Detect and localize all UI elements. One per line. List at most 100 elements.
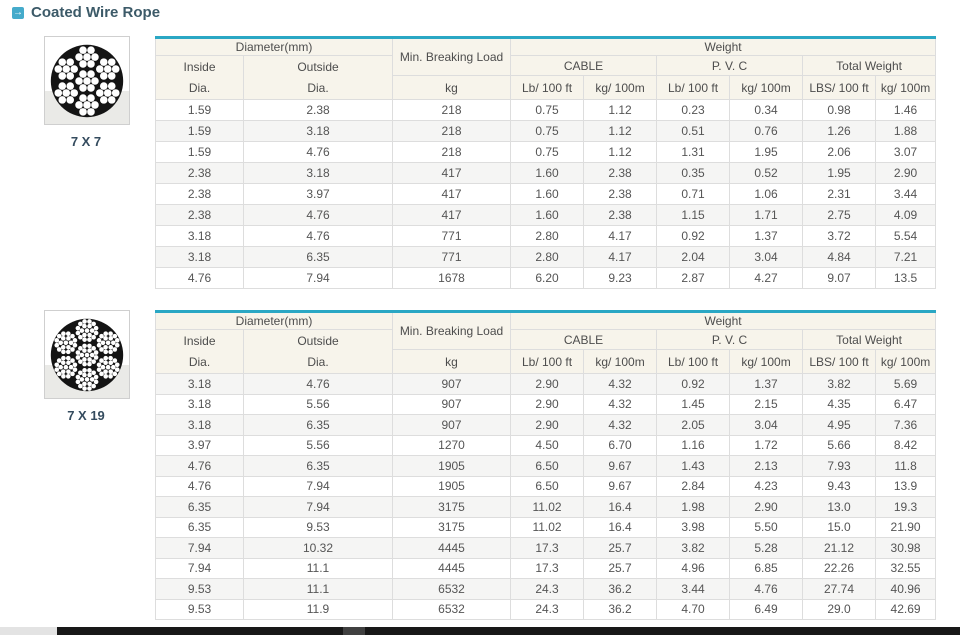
header-outside-dia: Outside Dia. xyxy=(242,55,394,100)
table-cell: 40.96 xyxy=(875,578,937,600)
table-cell: 2.05 xyxy=(656,414,731,436)
table-cell: 9.53 xyxy=(155,578,244,600)
table-cell: 36.2 xyxy=(583,578,658,600)
table-cell: 4.76 xyxy=(155,475,244,497)
table-cell: 218 xyxy=(392,141,512,163)
table-cell: 9.67 xyxy=(583,475,658,497)
table-row: 4.76 7.94 1678 6.20 9.23 2.87 4.27 9.07 13.5 xyxy=(155,267,937,289)
table-cell: 11.1 xyxy=(242,557,394,579)
table-cell: 4.17 xyxy=(583,225,658,247)
header-kg-100m: kg/ 100m xyxy=(583,349,658,374)
table-cell: 1.60 xyxy=(510,204,585,226)
table-cell: 2.04 xyxy=(656,246,731,268)
table-cell: 0.71 xyxy=(656,183,731,205)
table-cell: 1.12 xyxy=(583,120,658,142)
table-cell: 4.09 xyxy=(875,204,937,226)
table-cell: 4.27 xyxy=(729,267,804,289)
table-cell: 9.23 xyxy=(583,267,658,289)
table-cell: 0.35 xyxy=(656,162,731,184)
header-kg-100m: kg/ 100m xyxy=(875,75,937,100)
header-cable: CABLE xyxy=(510,55,658,76)
page-title-text: Coated Wire Rope xyxy=(31,4,161,21)
table-cell: 5.50 xyxy=(729,516,804,538)
table-cell: 417 xyxy=(392,183,512,205)
table-cell: 1.95 xyxy=(802,162,877,184)
header-kg-100m: kg/ 100m xyxy=(583,75,658,100)
table-cell: 1270 xyxy=(392,434,512,456)
7x7-cross-section-drawing xyxy=(50,44,124,117)
table-cell: 5.69 xyxy=(875,373,937,395)
table-row: 1.59 2.38 218 0.75 1.12 0.23 0.34 0.98 1.46 xyxy=(155,99,937,121)
table-cell: 11.8 xyxy=(875,455,937,477)
table-cell: 2.06 xyxy=(802,141,877,163)
footer-segment-gray xyxy=(0,627,57,635)
table-cell: 22.26 xyxy=(802,557,877,579)
table-cell: 21.90 xyxy=(875,516,937,538)
table-cell: 4.32 xyxy=(583,414,658,436)
header-total-weight: Total Weight xyxy=(802,329,937,350)
header-total-weight: Total Weight xyxy=(802,55,937,76)
table-cell: 1.95 xyxy=(729,141,804,163)
table-cell: 11.02 xyxy=(510,516,585,538)
table-cell: 3.18 xyxy=(155,414,244,436)
table-cell: 9.53 xyxy=(155,598,244,620)
table-cell: 25.7 xyxy=(583,557,658,579)
table-cell: 771 xyxy=(392,225,512,247)
table-cell: 4445 xyxy=(392,537,512,559)
table-cell: 2.87 xyxy=(656,267,731,289)
table-row: 3.18 5.56 907 2.90 4.32 1.45 2.15 4.35 6.47 xyxy=(155,393,937,415)
table-cell: 4.35 xyxy=(802,393,877,415)
table-cell: 4.76 xyxy=(729,578,804,600)
header-lbs-100ft: LBS/ 100 ft xyxy=(802,349,877,374)
table-row: 2.38 3.18 417 1.60 2.38 0.35 0.52 1.95 2.90 xyxy=(155,162,937,184)
table-cell: 13.9 xyxy=(875,475,937,497)
table-cell: 1.46 xyxy=(875,99,937,121)
table-cell: 11.9 xyxy=(242,598,394,620)
table-row: 7.94 11.1 4445 17.3 25.7 4.96 6.85 22.26 32.55 xyxy=(155,557,937,579)
table-cell: 1.31 xyxy=(656,141,731,163)
table-cell: 4.96 xyxy=(656,557,731,579)
table-cell: 2.90 xyxy=(729,496,804,518)
table-cell: 1.45 xyxy=(656,393,731,415)
table-row: 9.53 11.1 6532 24.3 36.2 3.44 4.76 27.74 40.96 xyxy=(155,578,937,600)
table-cell: 32.55 xyxy=(875,557,937,579)
table-row: 3.18 4.76 771 2.80 4.17 0.92 1.37 3.72 5.54 xyxy=(155,225,937,247)
table-cell: 6532 xyxy=(392,598,512,620)
table-cell: 4.50 xyxy=(510,434,585,456)
table-cell: 907 xyxy=(392,393,512,415)
table-cell: 16.4 xyxy=(583,496,658,518)
table-cell: 13.0 xyxy=(802,496,877,518)
table-cell: 1.12 xyxy=(583,141,658,163)
table-row: 9.53 11.9 6532 24.3 36.2 4.70 6.49 29.0 42.69 xyxy=(155,598,937,620)
table-cell: 7.21 xyxy=(875,246,937,268)
table-cell: 0.75 xyxy=(510,99,585,121)
table-cell: 2.38 xyxy=(155,162,244,184)
table-cell: 0.52 xyxy=(729,162,804,184)
table-cell: 9.07 xyxy=(802,267,877,289)
table-cell: 1.37 xyxy=(729,225,804,247)
table-cell: 1.43 xyxy=(656,455,731,477)
header-cable: CABLE xyxy=(510,329,658,350)
header-lb-100ft: Lb/ 100 ft xyxy=(656,349,731,374)
table-row: 7.94 10.32 4445 17.3 25.7 3.82 5.28 21.12 30.98 xyxy=(155,537,937,559)
table-cell: 2.38 xyxy=(583,183,658,205)
table-body-7x7: 1.59 2.38 218 0.75 1.12 0.23 0.34 0.98 1.46 1.59 3… xyxy=(155,99,937,289)
table-cell: 4.76 xyxy=(242,204,394,226)
footer-bar xyxy=(0,627,960,635)
table-cell: 2.15 xyxy=(729,393,804,415)
table-cell: 1.59 xyxy=(155,141,244,163)
table-cell: 1905 xyxy=(392,455,512,477)
table-cell: 36.2 xyxy=(583,598,658,620)
table-cell: 1.26 xyxy=(802,120,877,142)
table-row: 4.76 7.94 1905 6.50 9.67 2.84 4.23 9.43 13.9 xyxy=(155,475,937,497)
table-cell: 15.0 xyxy=(802,516,877,538)
table-cell: 29.0 xyxy=(802,598,877,620)
header-weight: Weight xyxy=(510,311,937,330)
table-cell: 2.84 xyxy=(656,475,731,497)
table-cell: 3.44 xyxy=(875,183,937,205)
table-cell: 30.98 xyxy=(875,537,937,559)
table-cell: 2.13 xyxy=(729,455,804,477)
header-weight: Weight xyxy=(510,37,937,56)
table-cell: 1.72 xyxy=(729,434,804,456)
table-cell: 2.90 xyxy=(875,162,937,184)
